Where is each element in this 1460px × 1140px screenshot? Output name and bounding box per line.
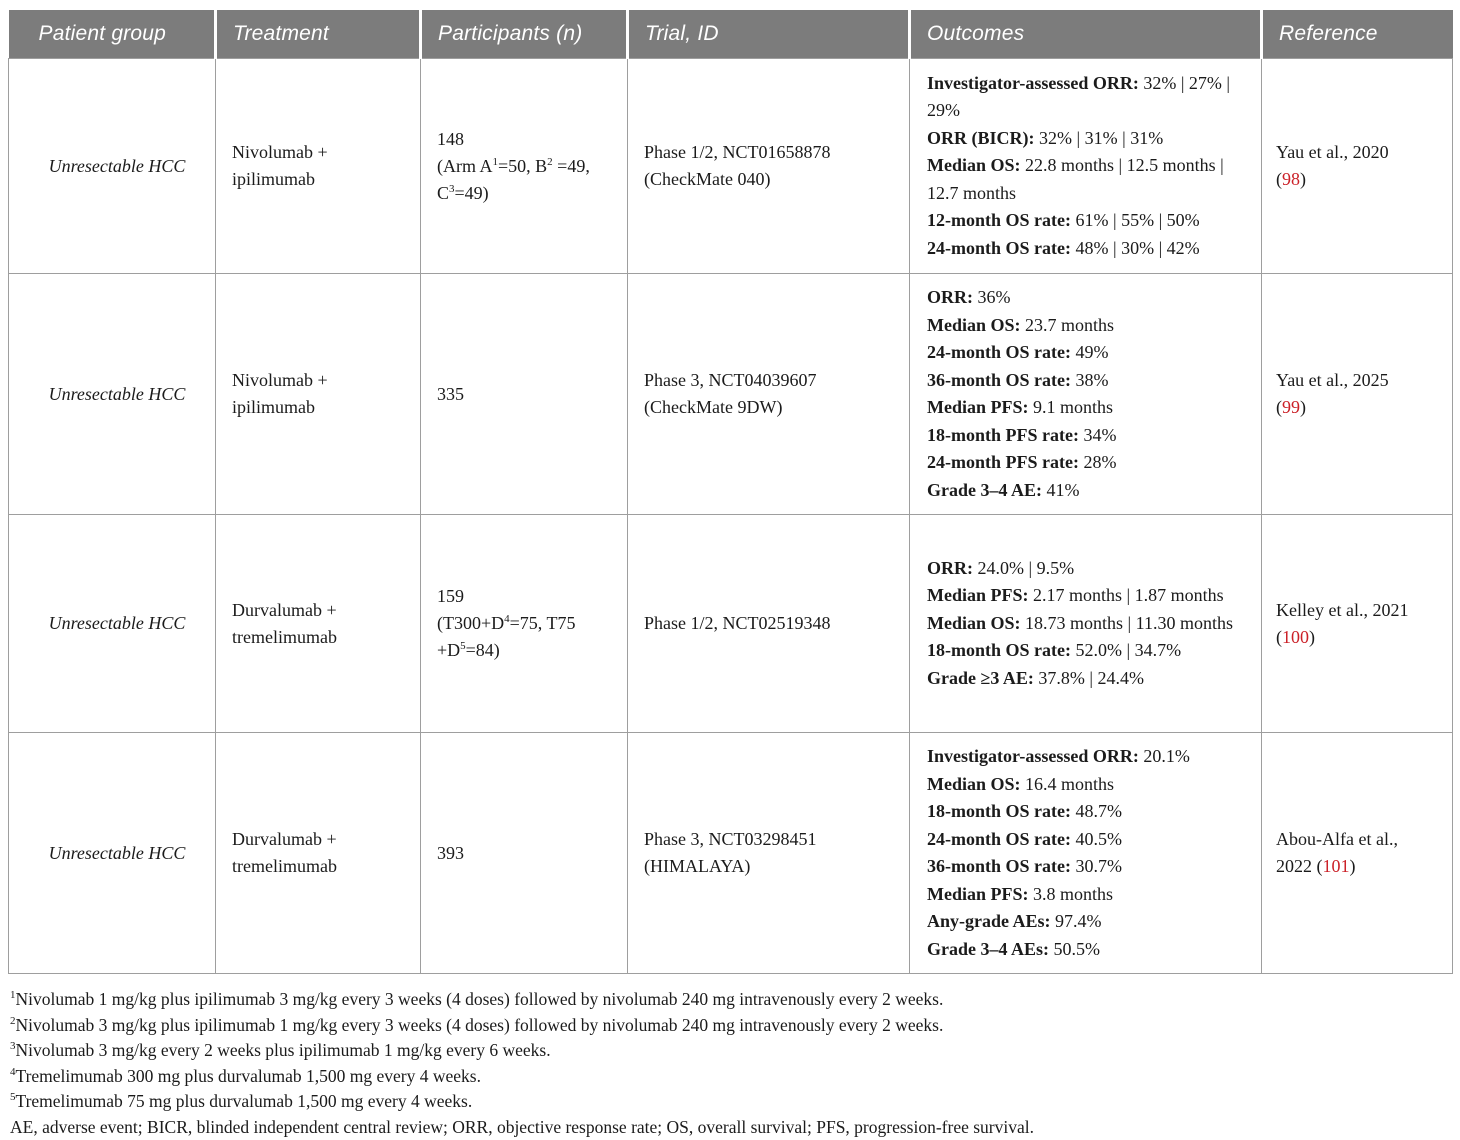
- outcome-item: Median PFS: 2.17 months | 1.87 months: [927, 582, 1253, 610]
- outcome-item: Median OS: 22.8 months | 12.5 months | 1…: [927, 152, 1253, 207]
- patient-group-cell: Unresectable HCC: [9, 515, 216, 733]
- outcome-item: Median OS: 18.73 months | 11.30 months: [927, 610, 1253, 638]
- footnote: 3Nivolumab 3 mg/kg every 2 weeks plus ip…: [10, 1038, 1452, 1064]
- treatment-cell: Nivolumab +ipilimumab: [216, 59, 421, 274]
- reference-link[interactable]: 98: [1282, 169, 1300, 189]
- footnote: 5Tremelimumab 75 mg plus durvalumab 1,50…: [10, 1089, 1452, 1115]
- abbreviations-note: AE, adverse event; BICR, blinded indepen…: [8, 1115, 1452, 1140]
- footnote: 2Nivolumab 3 mg/kg plus ipilimumab 1 mg/…: [10, 1013, 1452, 1039]
- column-header-outcomes: Outcomes: [910, 10, 1262, 59]
- reference-cell: Abou-Alfa et al.,2022 (101): [1262, 733, 1453, 974]
- participants-cell: 148(Arm A1=50, B2 =49,C3=49): [421, 59, 628, 274]
- outcomes-cell: ORR: 24.0% | 9.5%Median PFS: 2.17 months…: [910, 515, 1262, 733]
- footnote-marker: 4: [10, 1066, 16, 1078]
- outcome-item: 36-month OS rate: 30.7%: [927, 853, 1253, 881]
- outcome-item: 18-month OS rate: 52.0% | 34.7%: [927, 637, 1253, 665]
- trial-cell: Phase 1/2, NCT02519348: [628, 515, 910, 733]
- footnote-marker: 1: [493, 156, 499, 168]
- footnote-marker: 5: [10, 1091, 16, 1103]
- outcome-item: 12-month OS rate: 61% | 55% | 50%: [927, 207, 1253, 235]
- outcome-item: Investigator-assessed ORR: 32% | 27% | 2…: [927, 70, 1253, 125]
- outcome-item: 24-month OS rate: 40.5%: [927, 826, 1253, 854]
- treatment-cell: Durvalumab +tremelimumab: [216, 733, 421, 974]
- outcome-item: ORR: 36%: [927, 284, 1253, 312]
- outcome-item: Median OS: 23.7 months: [927, 312, 1253, 340]
- outcomes-cell: Investigator-assessed ORR: 20.1%Median O…: [910, 733, 1262, 974]
- outcome-item: Grade 3–4 AEs: 50.5%: [927, 936, 1253, 964]
- outcome-item: Median PFS: 9.1 months: [927, 394, 1253, 422]
- clinical-trials-table: Patient group Treatment Participants (n)…: [8, 10, 1453, 974]
- reference-link[interactable]: 99: [1282, 397, 1300, 417]
- column-header-reference: Reference: [1262, 10, 1453, 59]
- treatment-cell: Nivolumab +ipilimumab: [216, 274, 421, 515]
- patient-group-cell: Unresectable HCC: [9, 59, 216, 274]
- footnotes-block: 1Nivolumab 1 mg/kg plus ipilimumab 3 mg/…: [8, 987, 1452, 1115]
- column-header-patient-group: Patient group: [9, 10, 216, 59]
- outcome-item: 24-month OS rate: 49%: [927, 339, 1253, 367]
- footnote-marker: 2: [547, 156, 553, 168]
- reference-cell: Yau et al., 2025(99): [1262, 274, 1453, 515]
- reference-link[interactable]: 100: [1282, 627, 1309, 647]
- reference-link[interactable]: 101: [1323, 856, 1350, 876]
- trial-cell: Phase 3, NCT04039607(CheckMate 9DW): [628, 274, 910, 515]
- participants-cell: 335: [421, 274, 628, 515]
- outcome-item: Median PFS: 3.8 months: [927, 881, 1253, 909]
- outcome-item: 36-month OS rate: 38%: [927, 367, 1253, 395]
- outcome-item: 24-month OS rate: 48% | 30% | 42%: [927, 235, 1253, 263]
- footnote: 1Nivolumab 1 mg/kg plus ipilimumab 3 mg/…: [10, 987, 1452, 1013]
- outcomes-cell: Investigator-assessed ORR: 32% | 27% | 2…: [910, 59, 1262, 274]
- participants-cell: 159(T300+D4=75, T75+D5=84): [421, 515, 628, 733]
- outcome-item: 18-month PFS rate: 34%: [927, 422, 1253, 450]
- reference-cell: Yau et al., 2020(98): [1262, 59, 1453, 274]
- outcome-item: 24-month PFS rate: 28%: [927, 449, 1253, 477]
- footnote-marker: 4: [504, 613, 510, 625]
- outcome-item: Any-grade AEs: 97.4%: [927, 908, 1253, 936]
- participants-cell: 393: [421, 733, 628, 974]
- trial-cell: Phase 1/2, NCT01658878(CheckMate 040): [628, 59, 910, 274]
- patient-group-cell: Unresectable HCC: [9, 733, 216, 974]
- column-header-trial-id: Trial, ID: [628, 10, 910, 59]
- reference-cell: Kelley et al., 2021(100): [1262, 515, 1453, 733]
- footnote-marker: 2: [10, 1015, 16, 1027]
- outcome-item: Investigator-assessed ORR: 20.1%: [927, 743, 1253, 771]
- outcome-item: ORR: 24.0% | 9.5%: [927, 555, 1253, 583]
- footnote: 4Tremelimumab 300 mg plus durvalumab 1,5…: [10, 1064, 1452, 1090]
- column-header-treatment: Treatment: [216, 10, 421, 59]
- outcome-item: Grade ≥3 AE: 37.8% | 24.4%: [927, 665, 1253, 693]
- outcome-item: Grade 3–4 AE: 41%: [927, 477, 1253, 505]
- table-header-row: Patient group Treatment Participants (n)…: [9, 10, 1453, 59]
- footnote-marker: 3: [10, 1040, 16, 1052]
- treatment-cell: Durvalumab +tremelimumab: [216, 515, 421, 733]
- outcome-item: ORR (BICR): 32% | 31% | 31%: [927, 125, 1253, 153]
- patient-group-cell: Unresectable HCC: [9, 274, 216, 515]
- footnote-marker: 3: [449, 183, 455, 195]
- outcome-item: 18-month OS rate: 48.7%: [927, 798, 1253, 826]
- trial-cell: Phase 3, NCT03298451(HIMALAYA): [628, 733, 910, 974]
- footnote-marker: 1: [10, 989, 16, 1001]
- footnote-marker: 5: [460, 640, 466, 652]
- column-header-participants: Participants (n): [421, 10, 628, 59]
- outcome-item: Median OS: 16.4 months: [927, 771, 1253, 799]
